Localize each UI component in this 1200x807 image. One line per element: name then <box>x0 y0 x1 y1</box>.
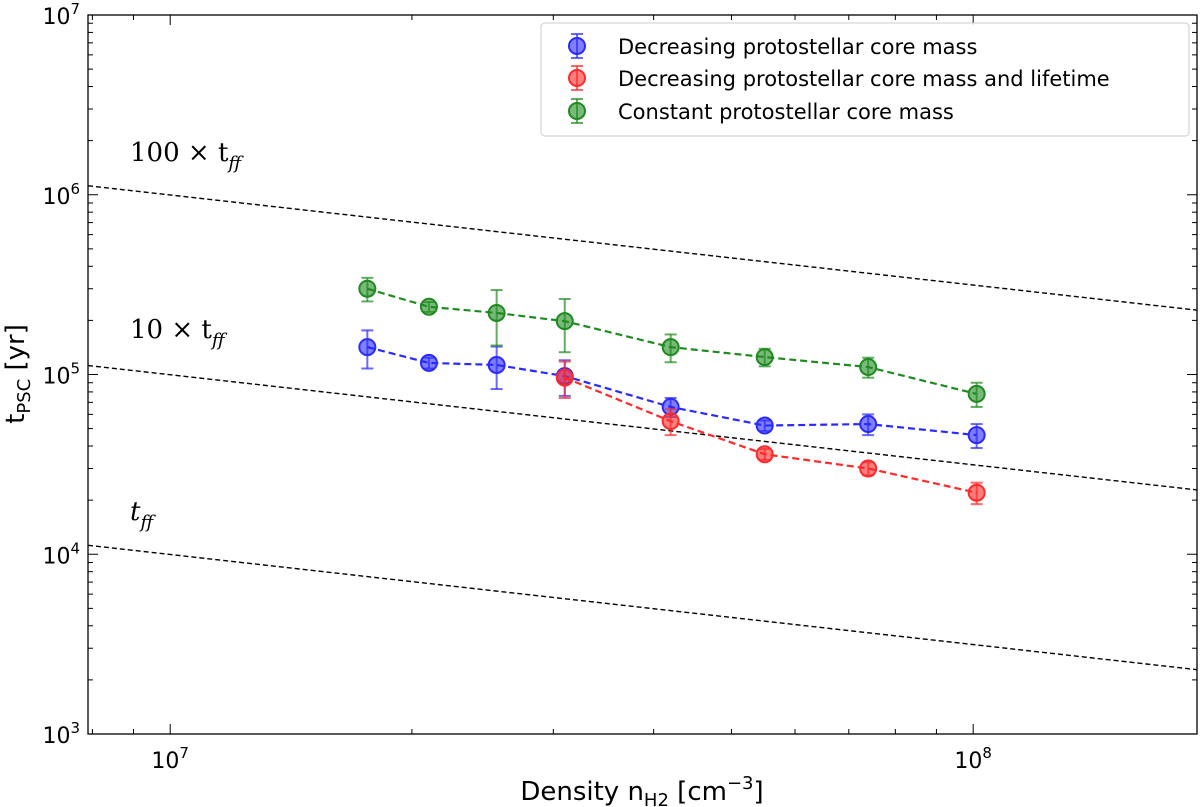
legend-label-decreasing-lifetime: Decreasing protostellar core mass and li… <box>618 67 1110 91</box>
annotation-100-tff: 100 × tff <box>130 138 244 174</box>
x-axis-label: Density nH2 [cm−3] <box>520 773 763 807</box>
data-point <box>555 312 574 331</box>
data-point <box>419 353 438 372</box>
y-axis-label: tPSC [yr] <box>1 324 35 424</box>
data-point <box>967 483 986 502</box>
data-point <box>555 368 574 387</box>
series-line <box>367 287 977 395</box>
y-tick-label: 107 <box>42 0 80 30</box>
legend-label-constant: Constant protostellar core mass <box>618 100 954 124</box>
y-tick-label: 105 <box>42 360 80 390</box>
legend-marker-0 <box>568 33 586 59</box>
legend-point <box>568 37 586 55</box>
data-point <box>487 355 506 374</box>
x-tick-label: 107 <box>151 744 189 774</box>
y-tick-label: 104 <box>42 539 80 569</box>
data-point <box>661 338 680 357</box>
legend-point <box>568 69 586 87</box>
data-point <box>358 279 377 298</box>
legend-markers <box>568 33 586 124</box>
data-point <box>755 445 774 464</box>
legend-point <box>568 102 586 120</box>
series-0 <box>358 329 986 450</box>
axis-ticks: 107 108 103 104 105 106 107 <box>42 0 1197 774</box>
legend-marker-2 <box>568 98 586 124</box>
y-tick-label: 103 <box>42 719 80 749</box>
annotation-10-tff: 10 × tff <box>130 315 228 351</box>
data-point <box>755 416 774 435</box>
reference-line-2 <box>87 544 1198 671</box>
data-point <box>859 415 878 434</box>
y-tick-label: 106 <box>42 180 80 210</box>
data-point <box>755 348 774 367</box>
series-1 <box>555 360 986 506</box>
data-point <box>859 459 878 478</box>
series-2 <box>358 276 986 408</box>
data-point <box>967 384 986 403</box>
legend-frame <box>540 22 1190 137</box>
data-point <box>661 412 680 431</box>
annotation-tff: tff <box>130 497 156 533</box>
reference-lines <box>87 185 1198 671</box>
legend: Decreasing protostellar core mass Decrea… <box>540 22 1190 137</box>
data-point <box>419 297 438 316</box>
reference-line-0 <box>87 185 1198 311</box>
series-line <box>367 346 977 437</box>
data-point <box>487 303 506 322</box>
reference-line-1 <box>87 364 1198 491</box>
data-point <box>967 426 986 445</box>
legend-marker-1 <box>568 65 586 91</box>
data-series <box>358 276 986 506</box>
data-point <box>859 358 878 377</box>
x-tick-label: 108 <box>954 744 992 774</box>
data-point <box>358 338 377 357</box>
legend-label-decreasing: Decreasing protostellar core mass <box>618 35 977 59</box>
